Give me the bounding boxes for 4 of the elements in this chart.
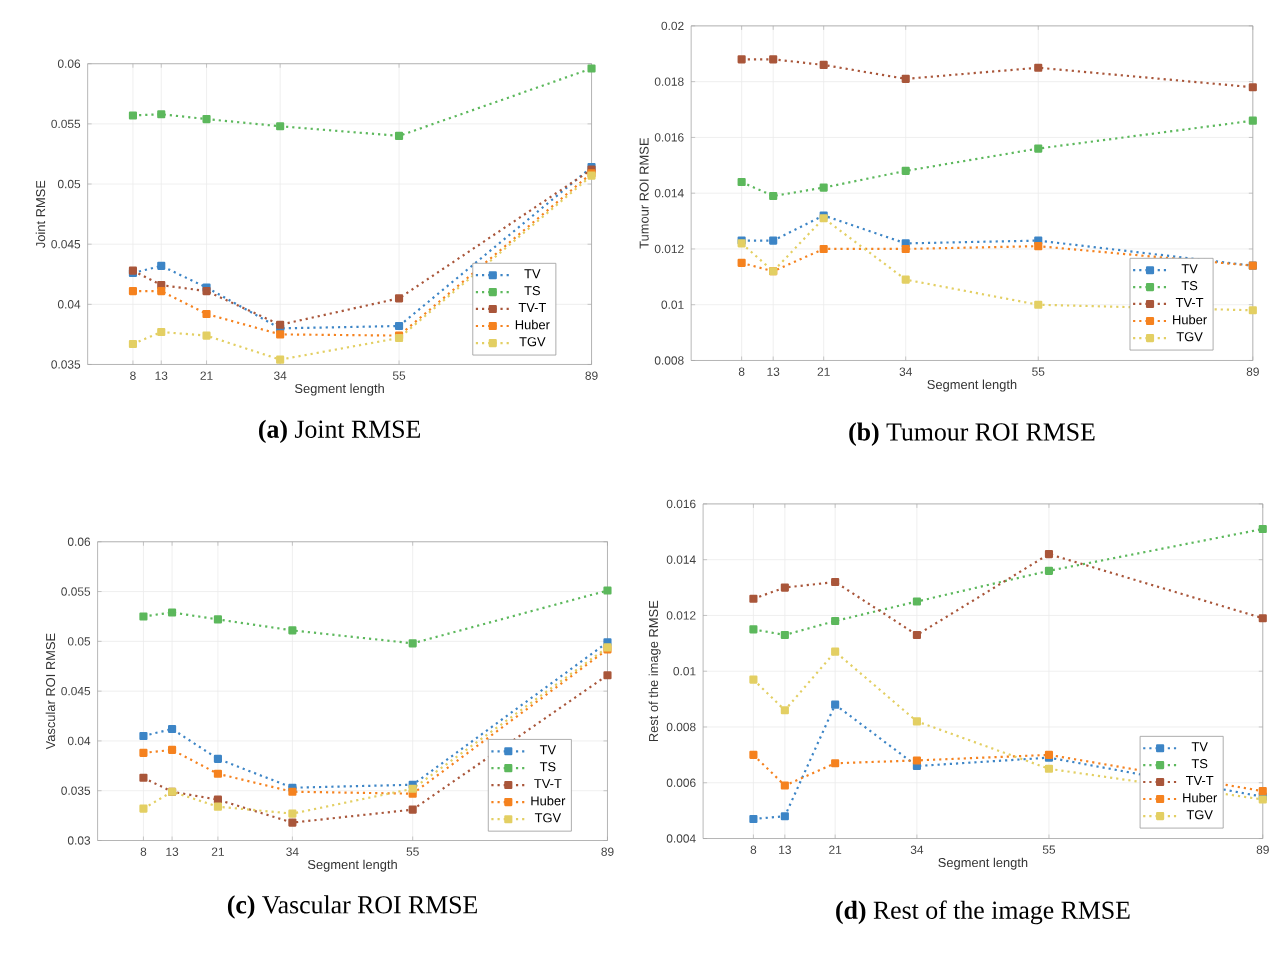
text: (d) Rest of the image RMSE	[836, 900, 1130, 925]
text: (c) Vascular ROI RMSE	[227, 895, 477, 919]
text: (a) Joint RMSE	[259, 419, 420, 444]
text: (b) Tumour ROI RMSE	[849, 422, 1095, 446]
